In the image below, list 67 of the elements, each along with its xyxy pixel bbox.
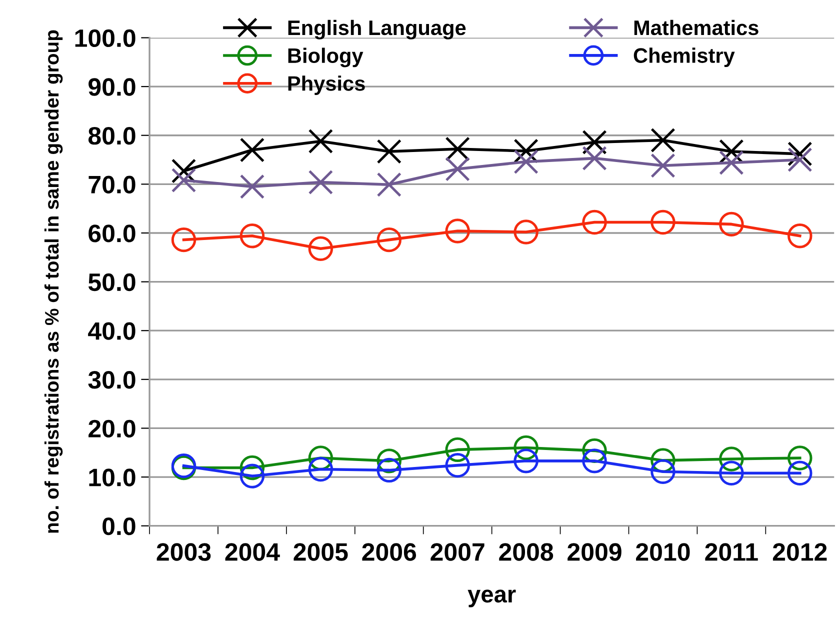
point	[376, 139, 402, 164]
x-tick-label: 2007	[430, 543, 484, 561]
y-tick-label: 50.0	[88, 273, 136, 292]
point	[445, 452, 470, 478]
point	[445, 437, 470, 462]
x-tick-label: 2011	[705, 543, 758, 561]
point	[788, 446, 812, 470]
point	[719, 460, 744, 486]
legend-label: Chemistry	[634, 48, 735, 68]
point	[240, 224, 265, 248]
y-tick-label: 90.0	[88, 78, 136, 96]
point	[240, 174, 265, 199]
point	[171, 227, 196, 252]
x-axis-title: year	[468, 590, 516, 608]
point	[582, 146, 607, 171]
legend-label: English Language	[288, 20, 466, 40]
y-tick-label: 70.0	[88, 176, 136, 194]
point	[445, 136, 470, 162]
x-tick-label: 2008	[499, 543, 554, 561]
y-tick-label: 10.0	[89, 468, 136, 486]
y-tick-label: 30.0	[88, 371, 136, 389]
y-tick-label: 100.0	[75, 29, 136, 48]
point	[308, 128, 334, 154]
x-tick-label: 2005	[294, 543, 348, 561]
x-tick-label: 2004	[225, 543, 280, 561]
point	[788, 460, 812, 486]
y-tick-label: 20.0	[88, 420, 136, 438]
point	[240, 464, 265, 488]
legend-label: Biology	[288, 48, 364, 68]
point	[445, 218, 470, 244]
point	[514, 149, 538, 174]
point	[650, 459, 676, 484]
point	[514, 448, 538, 474]
y-tick-label: 60.0	[88, 224, 136, 242]
legend-label: Mathematics	[634, 20, 758, 36]
point	[445, 156, 470, 182]
point	[650, 153, 676, 178]
point	[308, 236, 334, 261]
x-tick-label: 2003	[156, 543, 211, 561]
x-tick-label: 2009	[568, 543, 622, 561]
point	[514, 435, 538, 460]
y-axis-title: no. of registrations as % of total in same gender group	[44, 30, 63, 533]
point	[788, 147, 812, 172]
point	[719, 446, 744, 472]
point	[376, 458, 402, 483]
point	[376, 172, 402, 198]
point	[514, 220, 538, 244]
y-tick-label: 40.0	[88, 322, 136, 340]
point	[376, 227, 402, 252]
legend-label: Physics	[288, 76, 365, 95]
point	[171, 168, 196, 193]
x-tick-label: 2010	[636, 543, 690, 561]
point	[240, 138, 265, 162]
point	[650, 210, 676, 235]
point	[308, 456, 334, 482]
point	[582, 130, 607, 155]
x-tick-label: 2012	[772, 543, 827, 561]
y-tick-label: 0.0	[102, 517, 136, 536]
point	[719, 150, 744, 176]
x-tick-label: 2006	[362, 543, 416, 561]
y-tick-label: 80.0	[88, 126, 136, 145]
point	[788, 224, 812, 248]
point	[582, 448, 607, 474]
point	[308, 170, 334, 195]
point	[719, 212, 744, 237]
point	[582, 210, 607, 235]
point	[650, 128, 676, 153]
